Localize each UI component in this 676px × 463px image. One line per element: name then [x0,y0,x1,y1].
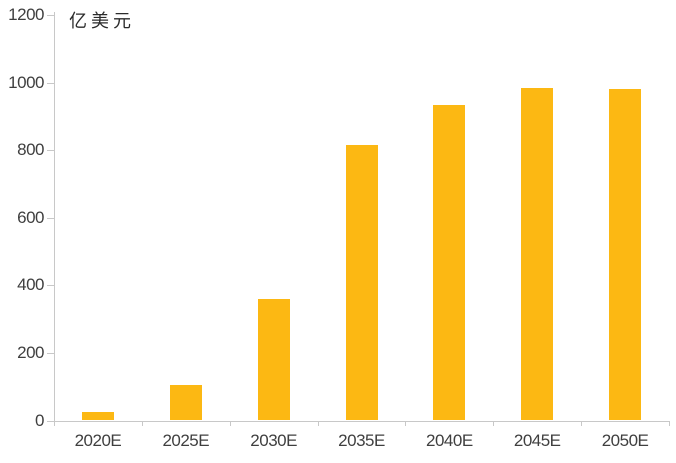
y-axis-tick-label: 1000 [8,72,44,92]
x-axis-tick [141,420,143,426]
bar [345,145,378,421]
y-axis-tick [47,352,54,354]
x-axis-tick [581,420,583,426]
y-axis-unit-label: 亿美元 [69,11,135,32]
x-axis-category-label: 2025E [162,430,210,450]
x-axis-category-label: 2050E [601,430,649,450]
y-axis-tick [47,15,54,16]
y-axis-tick-label: 0 [35,410,44,430]
x-axis-tick [54,420,55,426]
bar [169,385,202,421]
bar [609,89,642,421]
y-axis-tick [47,217,54,219]
x-axis-category-label: 2020E [74,430,122,450]
x-axis-tick [493,420,495,426]
x-axis-category-label: 2030E [250,430,297,450]
y-axis-tick-label: 400 [17,275,44,295]
x-axis-category-label: 2040E [426,430,473,450]
bar [81,412,114,421]
y-axis-line [54,12,55,425]
x-axis-tick [669,420,670,426]
y-axis-tick-label: 1200 [8,5,44,24]
y-axis-tick [47,420,54,422]
x-axis-tick [229,420,231,426]
x-axis-tick [317,420,319,426]
y-axis-tick-label: 600 [17,207,44,227]
bar [433,104,466,421]
y-axis-tick [47,150,54,152]
x-axis-tick [405,420,407,426]
x-axis-category-label: 2035E [338,430,385,450]
x-axis-category-label: 2045E [513,430,561,450]
x-axis-line [54,420,670,422]
y-axis-tick-label: 200 [17,342,44,362]
y-axis-tick-label: 800 [17,140,44,160]
y-axis-tick [47,285,54,287]
bar [257,298,290,421]
y-axis-tick [47,82,54,84]
bar [521,87,554,421]
